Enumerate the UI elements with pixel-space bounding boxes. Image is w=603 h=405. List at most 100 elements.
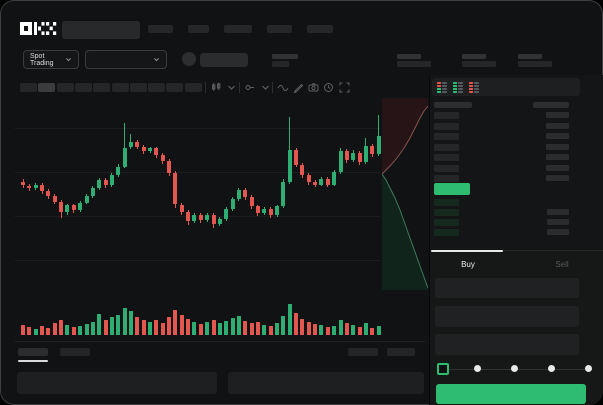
expand-icon[interactable]: [339, 82, 350, 93]
candle-body: [262, 209, 267, 214]
orderbook-asks-icon[interactable]: [469, 81, 480, 93]
chevron-down-icon: [154, 58, 159, 62]
volume-bar: [59, 320, 64, 335]
orders-panel-left: [17, 372, 217, 394]
candle-body: [255, 206, 260, 214]
buy-button[interactable]: [436, 384, 586, 404]
nav-item-4[interactable]: [307, 25, 333, 33]
candle-body: [122, 147, 127, 167]
pencil-icon[interactable]: [293, 82, 304, 93]
volume-bar: [135, 317, 140, 335]
candle-body: [370, 145, 375, 155]
bid-size: [547, 229, 569, 235]
camera-icon[interactable]: [308, 82, 319, 93]
volume-bar: [363, 323, 368, 335]
ask-size: [546, 154, 569, 160]
candlestick-chart[interactable]: [15, 98, 381, 290]
indicator-icon[interactable]: [245, 82, 256, 93]
market-type-select[interactable]: Spot Trading: [23, 50, 79, 69]
total-input[interactable]: [435, 334, 579, 355]
volume-bar: [33, 329, 38, 335]
timeframe-button-2[interactable]: [56, 83, 74, 92]
timeframe-button-0[interactable]: [20, 83, 37, 92]
candle-wick: [130, 134, 132, 150]
bid-price: [434, 199, 459, 206]
timeframe-button-5[interactable]: [111, 83, 129, 92]
candle-body: [357, 153, 362, 162]
stat-label-3: [518, 54, 542, 59]
slider-stop-75pct[interactable]: [548, 365, 555, 372]
candle-body: [230, 198, 235, 210]
candle-body: [243, 190, 248, 197]
ask-size: [546, 175, 569, 181]
candle-body: [160, 155, 165, 161]
timeframe-button-8[interactable]: [166, 83, 184, 92]
nav-item-2[interactable]: [224, 25, 252, 33]
volume-bar: [211, 320, 216, 335]
timeframe-button-3[interactable]: [74, 83, 92, 92]
slider-stop-50pct[interactable]: [511, 365, 518, 372]
volume-bar: [338, 320, 343, 335]
coin-avatar[interactable]: [182, 52, 196, 66]
volume-bar: [27, 327, 32, 335]
slider-stop-0pct[interactable]: [437, 363, 449, 375]
amount-input[interactable]: [435, 306, 579, 327]
clock-icon[interactable]: [323, 82, 334, 93]
gridline: [15, 128, 380, 129]
candle-body: [351, 153, 356, 160]
candle-body: [90, 188, 95, 196]
candle-body: [71, 205, 76, 211]
market-type-label: Spot Trading: [30, 52, 54, 67]
candle-body: [192, 214, 197, 221]
timeframe-button-9[interactable]: [184, 83, 202, 92]
candle-body: [167, 160, 172, 174]
timeframe-button-6[interactable]: [129, 83, 147, 92]
volume-bar: [325, 327, 330, 335]
buy-tab[interactable]: Buy: [461, 260, 475, 269]
slider-stop-25pct[interactable]: [474, 365, 481, 372]
slider-stop-100pct[interactable]: [585, 365, 592, 372]
candle-body: [141, 146, 146, 152]
volume-bar: [249, 323, 254, 335]
candle-body: [186, 212, 191, 221]
price-input[interactable]: [435, 278, 579, 298]
orderbook-combined-icon[interactable]: [437, 81, 448, 93]
volume-bar: [52, 323, 57, 335]
timeframe-button-7[interactable]: [148, 83, 166, 92]
timeframe-button-1[interactable]: [38, 83, 56, 92]
volume-bar: [287, 304, 292, 335]
timeframe-button-4[interactable]: [93, 83, 111, 92]
candle-body: [128, 141, 133, 148]
orders-action-2[interactable]: [387, 348, 415, 356]
nav-item-3[interactable]: [267, 25, 292, 33]
candle-body: [84, 195, 89, 203]
candle-body: [135, 141, 140, 147]
volume-bar: [173, 310, 178, 335]
wave-icon[interactable]: [277, 82, 289, 93]
candle-body: [325, 178, 330, 185]
orders-tab-2[interactable]: [60, 348, 90, 356]
chevron-down-icon[interactable]: [227, 82, 236, 93]
sell-tab[interactable]: Sell: [555, 260, 569, 269]
volume-bar: [40, 326, 45, 335]
orderbook-bids-icon[interactable]: [453, 81, 464, 93]
orders-tab-active[interactable]: [18, 348, 48, 356]
chevron-down-icon[interactable]: [261, 82, 270, 93]
ask-size: [546, 133, 569, 139]
volume-bar: [281, 316, 286, 335]
volume-bar: [205, 322, 210, 335]
nav-item-0[interactable]: [148, 25, 173, 33]
candle-wick: [124, 122, 126, 169]
nav-item-1[interactable]: [188, 25, 209, 33]
volume-bar: [103, 320, 108, 335]
candle-body: [313, 181, 318, 185]
chart-style-icon[interactable]: [211, 82, 222, 93]
volume-bar: [192, 322, 197, 335]
volume-pane: [15, 300, 381, 335]
pair-select[interactable]: [85, 50, 167, 69]
volume-bar: [128, 311, 133, 335]
orders-action-1[interactable]: [348, 348, 378, 356]
search-input[interactable]: [62, 21, 140, 39]
stat-value-2: [462, 61, 496, 67]
